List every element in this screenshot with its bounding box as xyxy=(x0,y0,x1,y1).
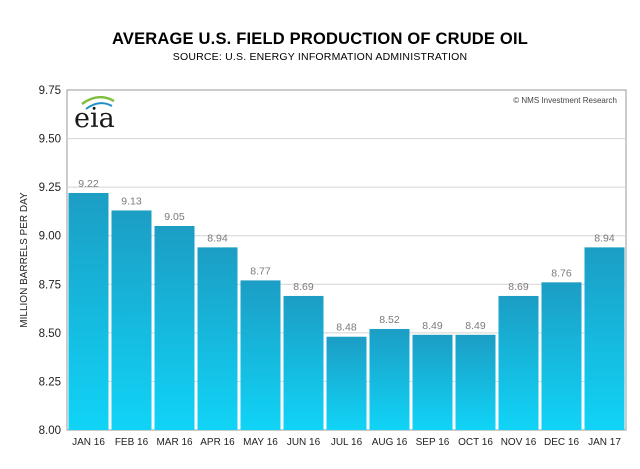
x-tick-label: DEC 16 xyxy=(544,437,579,448)
data-label: 8.76 xyxy=(551,267,572,279)
x-tick-label: OCT 16 xyxy=(458,437,493,448)
x-tick-label: JAN 17 xyxy=(588,437,621,448)
eia-logo-arc-blue xyxy=(85,102,113,110)
data-label: 9.05 xyxy=(164,211,185,223)
bar xyxy=(369,328,410,430)
y-tick-label: 8.50 xyxy=(39,328,61,340)
x-tick-label: SEP 16 xyxy=(416,437,450,448)
data-label: 8.94 xyxy=(207,232,228,244)
y-tick-label: 8.00 xyxy=(39,425,61,437)
data-label: 8.49 xyxy=(465,320,486,332)
y-tick-label: 8.75 xyxy=(39,279,61,291)
y-tick-label: 9.25 xyxy=(39,182,61,194)
y-axis-label: MILLION BARRELS PER DAY xyxy=(19,192,30,328)
x-tick-label: MAY 16 xyxy=(243,437,278,448)
data-label: 8.69 xyxy=(293,281,314,293)
eia-logo: eia xyxy=(74,95,115,134)
bar xyxy=(283,295,324,430)
x-tick-label: NOV 16 xyxy=(501,437,537,448)
bar xyxy=(240,280,281,430)
y-tick-label: 9.75 xyxy=(39,85,61,97)
data-label: 8.49 xyxy=(422,320,443,332)
bar xyxy=(68,192,109,430)
bar xyxy=(154,226,195,430)
x-tick-label: JUL 16 xyxy=(331,437,363,448)
data-label: 9.13 xyxy=(121,195,142,207)
data-label: 8.77 xyxy=(250,265,271,277)
data-label: 8.52 xyxy=(379,314,400,326)
x-tick-label: AUG 16 xyxy=(372,437,408,448)
data-label: 8.69 xyxy=(508,281,529,293)
bar xyxy=(326,336,367,430)
chart-subtitle: SOURCE: U.S. ENERGY INFORMATION ADMINIST… xyxy=(172,51,468,63)
y-tick-label: 9.00 xyxy=(39,231,61,243)
bar xyxy=(455,334,496,430)
x-tick-label: APR 16 xyxy=(200,437,235,448)
x-tick-label: MAR 16 xyxy=(156,437,193,448)
x-tick-label: JAN 16 xyxy=(72,437,105,448)
bar xyxy=(197,247,238,430)
chart-title: AVERAGE U.S. FIELD PRODUCTION OF CRUDE O… xyxy=(111,30,529,48)
x-tick-label: FEB 16 xyxy=(115,437,149,448)
bar xyxy=(498,295,539,430)
y-tick-label: 8.25 xyxy=(39,376,61,388)
bar xyxy=(412,334,453,430)
x-tick-label: JUN 16 xyxy=(287,437,321,448)
credit-text: © NMS Investment Research xyxy=(513,96,617,105)
data-label: 8.48 xyxy=(336,322,357,334)
eia-logo-arc-green xyxy=(81,95,115,106)
data-label: 8.94 xyxy=(594,232,615,244)
bar xyxy=(111,210,152,430)
bar xyxy=(584,247,625,430)
bar xyxy=(541,282,582,430)
eia-logo-text: eia xyxy=(74,103,115,134)
data-label: 9.22 xyxy=(78,178,99,190)
y-tick-label: 9.50 xyxy=(39,134,61,146)
